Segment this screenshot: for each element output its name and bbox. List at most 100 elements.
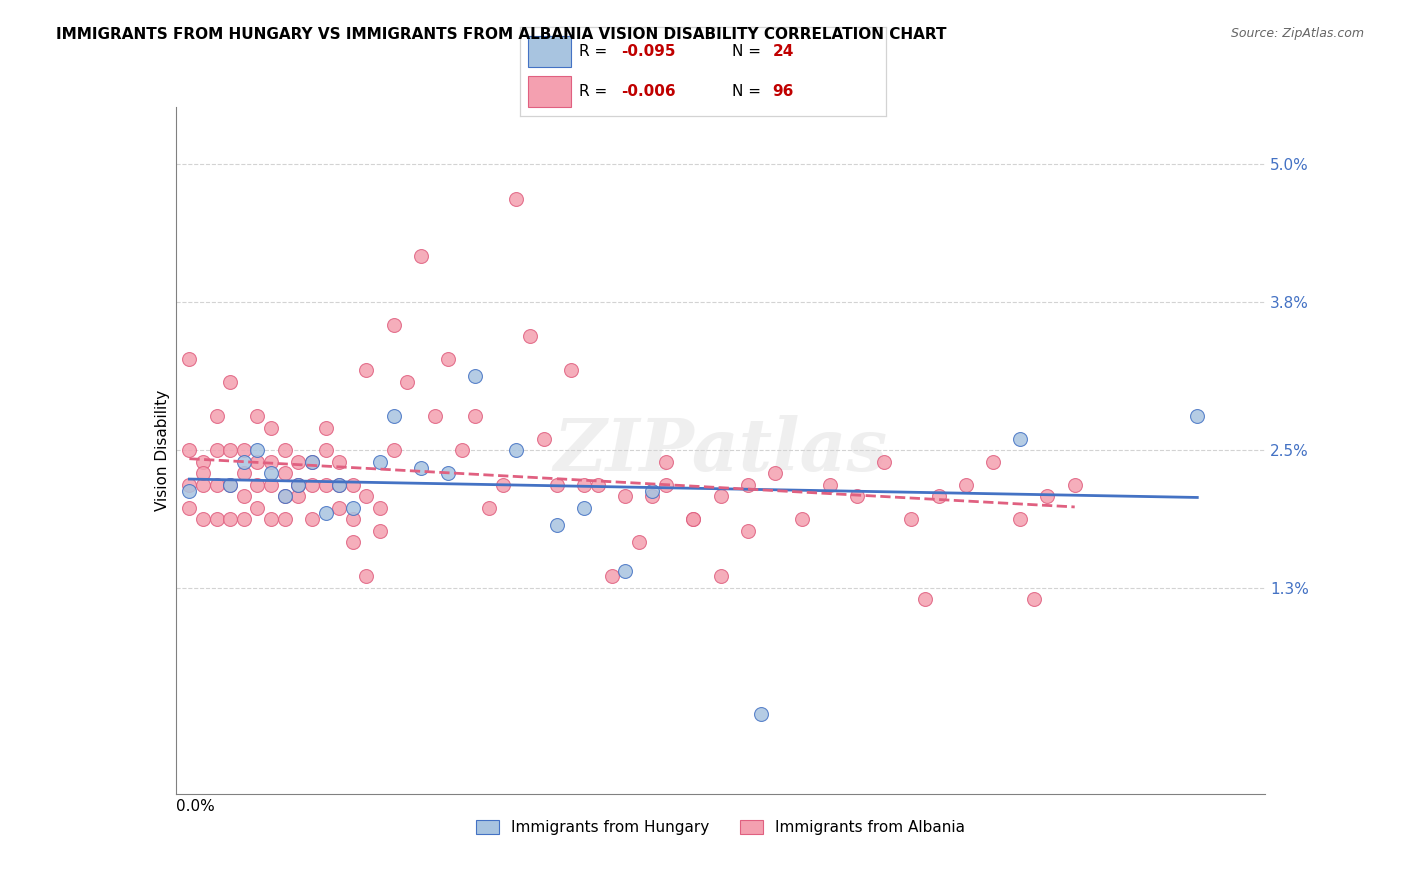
Immigrants from Albania: [191, 455, 214, 469]
Immigrants from Albania: [1010, 512, 1032, 526]
Immigrants from Albania: [1036, 489, 1059, 503]
Immigrants from Albania: [301, 512, 323, 526]
Immigrants from Albania: [900, 512, 922, 526]
Immigrants from Hungary: [574, 500, 596, 515]
Immigrants from Albania: [492, 478, 515, 492]
Immigrants from Albania: [274, 467, 297, 481]
Immigrants from Albania: [873, 455, 896, 469]
Immigrants from Albania: [368, 524, 391, 538]
Immigrants from Albania: [914, 592, 936, 607]
Text: -0.006: -0.006: [621, 85, 675, 99]
Immigrants from Albania: [315, 443, 337, 458]
Immigrants from Albania: [546, 478, 568, 492]
Immigrants from Albania: [287, 478, 309, 492]
Text: -0.095: -0.095: [621, 45, 675, 59]
Immigrants from Albania: [955, 478, 977, 492]
Immigrants from Albania: [737, 524, 759, 538]
Immigrants from Albania: [356, 569, 378, 583]
Bar: [527, 76, 571, 107]
Immigrants from Albania: [845, 489, 868, 503]
Immigrants from Albania: [533, 432, 555, 446]
Immigrants from Albania: [205, 478, 228, 492]
Immigrants from Albania: [818, 478, 841, 492]
Immigrants from Albania: [450, 443, 472, 458]
Immigrants from Albania: [981, 455, 1004, 469]
Immigrants from Hungary: [382, 409, 405, 423]
Immigrants from Albania: [505, 192, 527, 206]
Text: IMMIGRANTS FROM HUNGARY VS IMMIGRANTS FROM ALBANIA VISION DISABILITY CORRELATION: IMMIGRANTS FROM HUNGARY VS IMMIGRANTS FR…: [56, 27, 946, 42]
Immigrants from Albania: [328, 478, 350, 492]
Immigrants from Albania: [423, 409, 446, 423]
Text: Source: ZipAtlas.com: Source: ZipAtlas.com: [1230, 27, 1364, 40]
Text: 96: 96: [772, 85, 794, 99]
Immigrants from Hungary: [1010, 432, 1032, 446]
Immigrants from Albania: [205, 443, 228, 458]
Immigrants from Hungary: [1187, 409, 1209, 423]
Immigrants from Albania: [655, 478, 678, 492]
Text: R =: R =: [579, 45, 612, 59]
Text: N =: N =: [733, 45, 766, 59]
Immigrants from Hungary: [464, 369, 486, 384]
Immigrants from Albania: [179, 478, 201, 492]
Immigrants from Albania: [328, 500, 350, 515]
Immigrants from Albania: [409, 249, 432, 263]
Immigrants from Hungary: [437, 467, 460, 481]
Immigrants from Albania: [382, 318, 405, 332]
Immigrants from Albania: [1063, 478, 1085, 492]
Text: ZIPatlas: ZIPatlas: [554, 415, 887, 486]
Immigrants from Albania: [179, 351, 201, 366]
Immigrants from Albania: [191, 512, 214, 526]
Immigrants from Albania: [232, 443, 254, 458]
Immigrants from Albania: [246, 478, 269, 492]
Immigrants from Albania: [600, 569, 623, 583]
Immigrants from Albania: [246, 409, 269, 423]
Immigrants from Hungary: [232, 455, 254, 469]
Immigrants from Albania: [356, 363, 378, 377]
Immigrants from Albania: [287, 455, 309, 469]
Immigrants from Albania: [763, 467, 786, 481]
Immigrants from Albania: [191, 478, 214, 492]
Immigrants from Hungary: [274, 489, 297, 503]
Text: 24: 24: [772, 45, 794, 59]
Immigrants from Hungary: [641, 483, 664, 498]
Immigrants from Albania: [232, 489, 254, 503]
Immigrants from Albania: [274, 512, 297, 526]
Immigrants from Hungary: [546, 517, 568, 532]
Immigrants from Hungary: [301, 455, 323, 469]
Immigrants from Albania: [382, 443, 405, 458]
Immigrants from Albania: [219, 512, 242, 526]
Immigrants from Albania: [274, 489, 297, 503]
Immigrants from Albania: [246, 500, 269, 515]
Immigrants from Hungary: [342, 500, 364, 515]
Immigrants from Albania: [682, 512, 704, 526]
Immigrants from Hungary: [614, 564, 637, 578]
Immigrants from Hungary: [751, 706, 773, 721]
Immigrants from Albania: [928, 489, 950, 503]
Immigrants from Hungary: [368, 455, 391, 469]
Legend: Immigrants from Hungary, Immigrants from Albania: Immigrants from Hungary, Immigrants from…: [470, 814, 972, 841]
Immigrants from Albania: [287, 478, 309, 492]
Immigrants from Albania: [1022, 592, 1045, 607]
Immigrants from Albania: [368, 500, 391, 515]
Immigrants from Albania: [682, 512, 704, 526]
Immigrants from Albania: [356, 489, 378, 503]
Immigrants from Albania: [342, 535, 364, 549]
Immigrants from Hungary: [409, 460, 432, 475]
Immigrants from Hungary: [179, 483, 201, 498]
Immigrants from Albania: [396, 375, 419, 389]
Immigrants from Albania: [246, 455, 269, 469]
Immigrants from Hungary: [315, 507, 337, 521]
Immigrants from Albania: [301, 455, 323, 469]
Immigrants from Albania: [464, 409, 486, 423]
Immigrants from Albania: [301, 478, 323, 492]
Immigrants from Albania: [614, 489, 637, 503]
Immigrants from Albania: [574, 478, 596, 492]
Immigrants from Albania: [478, 500, 501, 515]
Immigrants from Albania: [260, 455, 283, 469]
Immigrants from Hungary: [246, 443, 269, 458]
Immigrants from Albania: [260, 478, 283, 492]
Immigrants from Albania: [219, 443, 242, 458]
Immigrants from Albania: [179, 443, 201, 458]
Immigrants from Albania: [219, 478, 242, 492]
Immigrants from Hungary: [505, 443, 527, 458]
